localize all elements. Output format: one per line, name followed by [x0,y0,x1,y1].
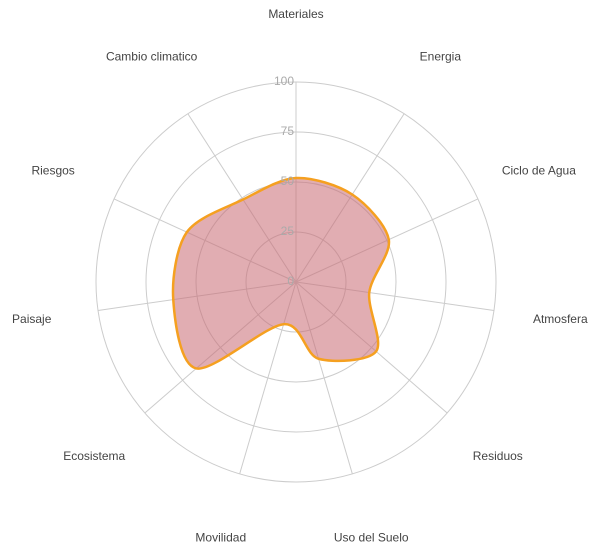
r-tick-label: 75 [281,124,295,138]
axis-label: Materiales [268,7,323,21]
axis-label: Energia [420,50,462,64]
axis-label: Riesgos [31,163,74,177]
r-tick-label: 25 [281,224,295,238]
axis-label: Uso del Suelo [334,530,409,544]
axis-label: Residuos [473,449,523,463]
axis-label: Paisaje [12,312,52,326]
axis-label: Ecosistema [63,449,125,463]
axis-label: Atmosfera [533,312,588,326]
axis-label: Cambio climatico [106,50,198,64]
radar-area [171,176,391,370]
axis-label: Movilidad [195,530,246,544]
axis-label: Ciclo de Agua [502,163,576,177]
r-tick-label: 0 [287,274,294,288]
r-tick-label: 50 [281,174,295,188]
r-tick-label: 100 [274,74,294,88]
